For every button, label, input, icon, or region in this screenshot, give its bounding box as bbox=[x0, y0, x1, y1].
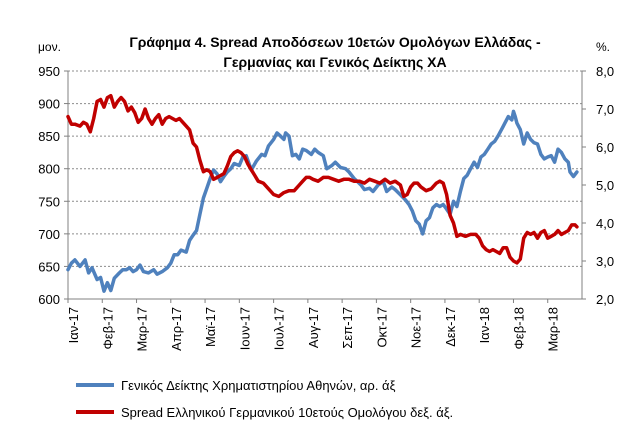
series-lines bbox=[66, 93, 579, 293]
gridlines bbox=[67, 70, 583, 300]
legend-label-spread: Spread Ελληνικού Γερμανικού 10ετούς Ομολ… bbox=[121, 405, 453, 420]
right-tick-label: 3,0 bbox=[596, 254, 614, 269]
x-tick-label: Μαρ-17 bbox=[135, 307, 150, 352]
x-tick-label: Οκτ-17 bbox=[374, 307, 389, 348]
right-tick-label: 5,0 bbox=[596, 178, 614, 193]
x-tick-label: Φεβ-18 bbox=[511, 307, 526, 349]
right-axis: 2,0 3,0 4,0 5,0 6,0 7,0 8,0 bbox=[582, 64, 614, 307]
x-tick-label: Δεκ-17 bbox=[443, 307, 458, 347]
series-line-index bbox=[66, 109, 579, 293]
x-axis: Ιαν-17 Φεβ-17 Μαρ-17 Απρ-17 Μαϊ-17 Ιουν-17 Ιου… bbox=[66, 299, 561, 352]
legend: Γενικός Δείκτης Χρηματιστηρίου Αθηνών, α… bbox=[76, 378, 453, 420]
left-tick-label: 700 bbox=[38, 227, 60, 242]
x-tick-label: Ιουλ-17 bbox=[272, 307, 287, 350]
chart-title-line1: Γράφημα 4. Spread Αποδόσεων 10ετών Ομολό… bbox=[129, 34, 541, 50]
x-tick-label: Μαρ-18 bbox=[546, 307, 561, 352]
legend-label-index: Γενικός Δείκτης Χρηματιστηρίου Αθηνών, α… bbox=[121, 378, 396, 393]
left-tick-label: 750 bbox=[38, 194, 60, 209]
left-tick-label: 950 bbox=[38, 64, 60, 79]
x-tick-label: Ιαν-17 bbox=[66, 307, 81, 343]
chart-title-line2: Γερμανίας και Γενικός Δείκτης ΧΑ bbox=[223, 54, 446, 70]
right-axis-unit: %. bbox=[596, 40, 610, 54]
right-tick-label: 2,0 bbox=[596, 292, 614, 307]
left-axis: 600 650 700 750 800 850 900 950 bbox=[38, 64, 68, 307]
left-tick-label: 800 bbox=[38, 162, 60, 177]
x-tick-label: Αυγ-17 bbox=[306, 307, 321, 348]
x-tick-label: Απρ-17 bbox=[169, 307, 184, 351]
series-line-spread bbox=[66, 93, 579, 265]
right-tick-label: 7,0 bbox=[596, 102, 614, 117]
left-tick-label: 900 bbox=[38, 97, 60, 112]
x-tick-label: Σεπ-17 bbox=[340, 307, 355, 349]
left-tick-label: 600 bbox=[38, 292, 60, 307]
left-tick-label: 850 bbox=[38, 129, 60, 144]
right-tick-label: 8,0 bbox=[596, 64, 614, 79]
x-tick-label: Ιουν-17 bbox=[237, 307, 252, 350]
x-tick-label: Φεβ-17 bbox=[100, 307, 115, 349]
left-axis-unit: μον. bbox=[38, 40, 61, 54]
x-tick-label: Ιαν-18 bbox=[477, 307, 492, 343]
right-tick-label: 6,0 bbox=[596, 140, 614, 155]
right-tick-label: 4,0 bbox=[596, 216, 614, 231]
x-tick-label: Μαϊ-17 bbox=[203, 307, 218, 347]
x-tick-label: Νοε-17 bbox=[409, 307, 424, 348]
left-tick-label: 650 bbox=[38, 259, 60, 274]
